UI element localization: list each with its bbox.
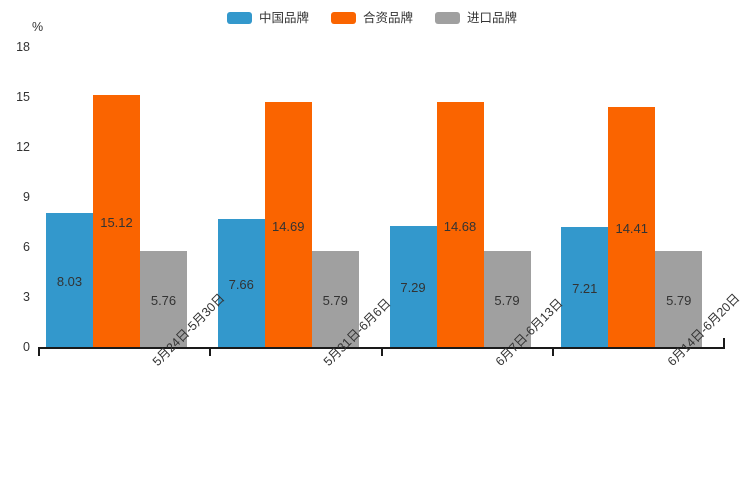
- bar-value-label: 14.68: [443, 218, 477, 234]
- legend-item-imported-brand[interactable]: 进口品牌: [435, 12, 517, 25]
- bar-value-label: 14.41: [615, 220, 649, 236]
- bar[interactable]: 14.68: [436, 102, 484, 347]
- x-axis-category-label: 5月31日-6月6日: [318, 296, 394, 369]
- bar-value-label: 15.12: [100, 215, 133, 230]
- y-tick-label: 6: [23, 240, 30, 254]
- bar-group: 8.03 15.12 5.76: [46, 47, 187, 347]
- bar[interactable]: 5.79: [655, 250, 703, 347]
- bar-value-label: 7.66: [228, 277, 254, 293]
- x-axis-category-label: 5月24日-5月30日: [149, 291, 228, 369]
- bar-group: 7.66 14.69 5.79: [217, 47, 359, 347]
- bar-value-label: 5.79: [666, 292, 692, 308]
- x-axis-category-label: 6月7日-6月13日: [490, 296, 566, 369]
- bar[interactable]: 14.41: [608, 106, 656, 347]
- y-tick-label: 12: [16, 140, 30, 154]
- x-axis-tick: [209, 347, 211, 356]
- y-tick-label: 3: [23, 290, 30, 304]
- bar[interactable]: 5.79: [483, 250, 531, 347]
- x-axis-tick: [381, 347, 383, 356]
- bar-group: 7.29 14.68 5.79: [389, 47, 531, 347]
- x-axis-labels: 5月24日-5月30日 5月31日-6月6日 6月7日-6月13日 6月14日-6月2…: [38, 291, 743, 476]
- y-axis-ticks: 18 15 12 9 6 3 0: [0, 40, 32, 354]
- legend-swatch-icon: [435, 12, 460, 25]
- y-tick-label: 9: [23, 190, 30, 204]
- y-tick-label: 15: [16, 90, 30, 104]
- legend-label: 合资品牌: [362, 11, 413, 25]
- legend-label: 中国品牌: [258, 11, 309, 25]
- bar[interactable]: 5.79: [311, 250, 359, 347]
- bar[interactable]: 15.12: [93, 95, 140, 347]
- bar-value-label: 7.29: [400, 280, 426, 296]
- legend-swatch-icon: [226, 12, 252, 25]
- bar[interactable]: 14.69: [264, 102, 312, 347]
- x-axis-category-label: 6月14日-6月20日: [664, 291, 743, 369]
- bar[interactable]: 8.03: [46, 213, 93, 347]
- bar-value-label: 5.79: [494, 292, 520, 308]
- bar[interactable]: 7.66: [217, 219, 265, 347]
- bar-group: 7.21 14.41 5.79: [561, 47, 703, 347]
- legend-item-china-brand[interactable]: 中国品牌: [226, 11, 309, 25]
- bar-value-label: 5.76: [150, 293, 177, 308]
- bar[interactable]: 7.21: [561, 226, 609, 347]
- bar-value-label: 7.21: [572, 280, 598, 296]
- plot-area: 8.03 15.12 5.76 7.66 14.69 5.79 7.29 14.68 5.79 7…: [38, 47, 725, 347]
- bar-value-label: 8.03: [56, 274, 83, 290]
- legend-label: 进口品牌: [467, 11, 518, 25]
- x-axis-end-tick: [723, 338, 725, 348]
- x-axis-tick: [38, 347, 40, 356]
- bar[interactable]: 7.29: [389, 225, 437, 347]
- bar-value-label: 5.79: [322, 292, 348, 308]
- chart-legend: 中国品牌 合资品牌 进口品牌: [0, 12, 744, 25]
- bar-groups: 8.03 15.12 5.76 7.66 14.69 5.79 7.29 14.68 5.79 7…: [38, 47, 725, 347]
- x-axis-tick: [552, 347, 554, 356]
- y-tick-label: 18: [16, 40, 30, 54]
- bar-value-label: 14.69: [271, 218, 305, 234]
- legend-swatch-icon: [330, 12, 356, 25]
- legend-item-joint-venture-brand[interactable]: 合资品牌: [330, 11, 413, 25]
- y-tick-label: 0: [23, 340, 30, 354]
- bar[interactable]: 5.76: [140, 251, 187, 347]
- y-axis-unit-label: %: [32, 20, 44, 34]
